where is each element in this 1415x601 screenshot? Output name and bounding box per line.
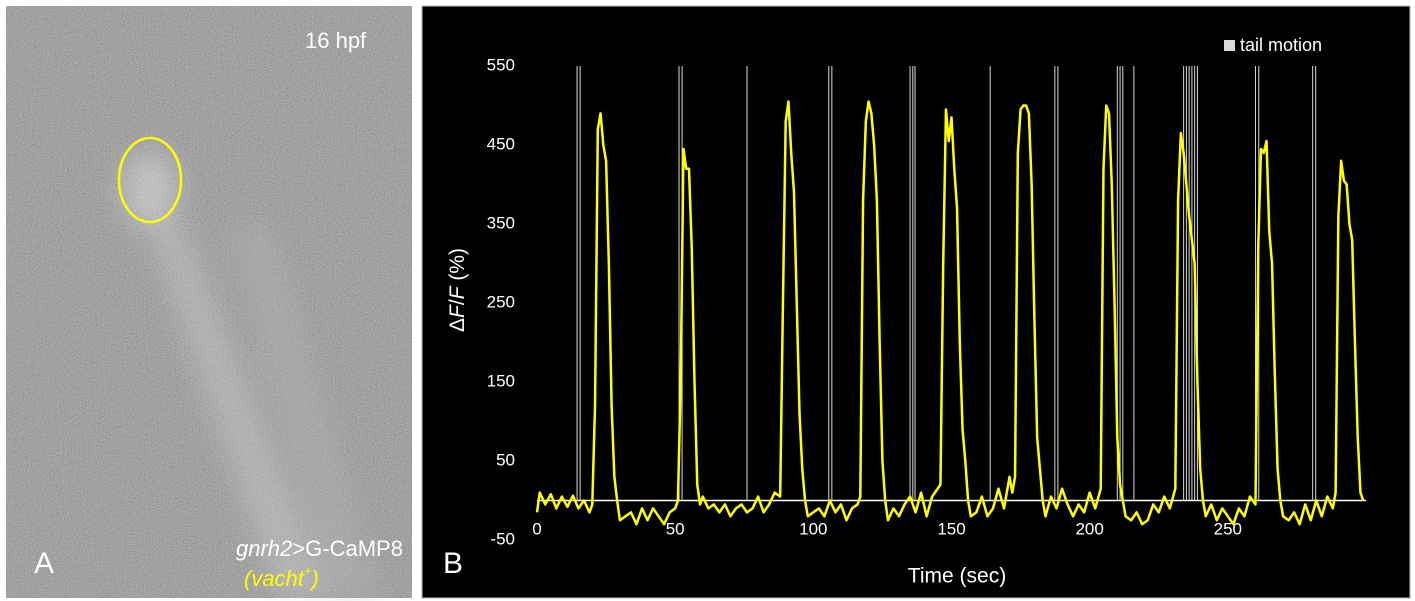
x-tick-label: 50 — [666, 519, 685, 538]
panel-a: 16 hpf gnrh2>G-CaMP8 (vacht+) A — [6, 6, 412, 600]
y-tick-label: 150 — [487, 371, 515, 390]
chart-area — [421, 5, 1411, 599]
x-tick-label: 100 — [799, 519, 827, 538]
x-tick-label: 150 — [937, 519, 965, 538]
cell-glow — [122, 152, 380, 600]
marker-close: ) — [309, 566, 319, 591]
marker-sup: + — [304, 563, 312, 578]
reporter: >G-CaMP8 — [292, 536, 403, 561]
x-tick-label: 200 — [1075, 519, 1103, 538]
marker-gene: (vacht — [244, 566, 305, 591]
y-tick-label: 450 — [487, 134, 515, 153]
panel-label: A — [34, 547, 54, 580]
y-tick-label: 550 — [487, 55, 515, 74]
y-tick-label: 50 — [496, 450, 515, 469]
trace — [535, 100, 1365, 526]
gene: gnrh2 — [236, 536, 292, 561]
slash: / — [446, 299, 469, 305]
x-tick-label: 0 — [532, 519, 541, 538]
f: F — [446, 304, 469, 318]
unit: (%) — [446, 248, 469, 287]
roi-circle — [117, 136, 183, 224]
x-axis-title: Time (sec) — [908, 565, 1006, 588]
y-axis-title: ΔF/F (%) — [446, 248, 469, 332]
delta: Δ — [446, 318, 469, 332]
legend-label: tail motion — [1240, 35, 1322, 55]
y-tick-label: 250 — [487, 292, 515, 311]
marker-label: (vacht+) — [244, 563, 319, 590]
y-tick-label: 350 — [487, 213, 515, 232]
x-tick-label: 250 — [1214, 519, 1242, 538]
stage-label: 16 hpf — [305, 28, 367, 53]
line-label: gnrh2>G-CaMP8 — [236, 536, 403, 561]
panel-label: B — [443, 547, 463, 580]
legend-swatch — [1224, 40, 1235, 51]
f: F — [446, 285, 469, 299]
y-tick-label: -50 — [490, 529, 515, 548]
